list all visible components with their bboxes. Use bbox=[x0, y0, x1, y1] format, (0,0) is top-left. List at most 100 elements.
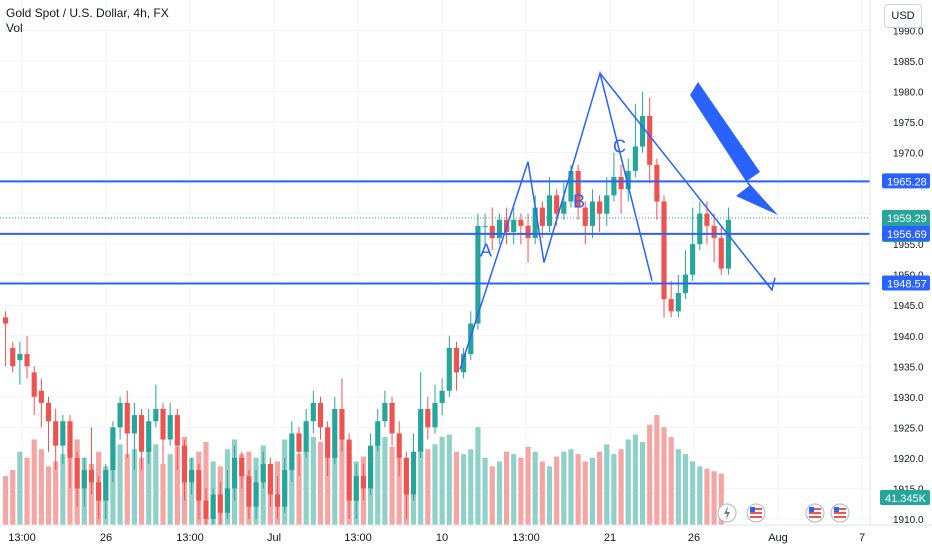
candle-body bbox=[332, 409, 338, 458]
flag-stripe bbox=[809, 508, 821, 510]
chart-legend: Gold Spot / U.S. Dollar, 4h, FX Vol bbox=[6, 6, 169, 36]
flag-stripe bbox=[834, 512, 846, 514]
candle-body bbox=[253, 482, 259, 507]
candle-body bbox=[203, 500, 209, 519]
time-axis bbox=[0, 525, 932, 550]
volume-bar bbox=[589, 457, 596, 525]
candle-body bbox=[138, 415, 145, 452]
volume-bar bbox=[296, 454, 302, 525]
y-tick-label: 1935.0 bbox=[893, 362, 924, 373]
volume-bar bbox=[554, 456, 560, 525]
candle-body bbox=[410, 451, 417, 495]
volume-bar bbox=[167, 454, 173, 525]
symbol-title: Gold Spot / U.S. Dollar, 4h, FX bbox=[6, 6, 169, 20]
volume-bar bbox=[525, 446, 531, 525]
candle-body bbox=[482, 225, 488, 227]
volume-bar bbox=[575, 454, 581, 525]
candle-body bbox=[224, 488, 231, 513]
projection-line bbox=[599, 72, 773, 291]
candle-body bbox=[575, 170, 581, 208]
y-tick-label: 1930.0 bbox=[893, 393, 924, 404]
volume-bar bbox=[461, 454, 467, 525]
price-label-1948-57 bbox=[882, 275, 930, 291]
candle-body bbox=[697, 213, 703, 245]
candle-body bbox=[17, 354, 23, 361]
candle-body bbox=[303, 421, 309, 452]
volume-bar bbox=[45, 466, 52, 525]
volume-bar bbox=[289, 449, 295, 525]
candle-body bbox=[217, 494, 223, 513]
x-tick-label: 10 bbox=[436, 532, 448, 544]
candle-body bbox=[174, 415, 180, 446]
candle-body bbox=[382, 402, 388, 422]
x-tick-label: Aug bbox=[768, 532, 788, 544]
candle-body bbox=[232, 457, 238, 489]
candle-body bbox=[38, 390, 44, 403]
volume-bar bbox=[568, 449, 574, 525]
candle-body bbox=[532, 207, 538, 239]
candle-body bbox=[103, 470, 109, 501]
candle-body bbox=[353, 476, 359, 501]
volume-bar bbox=[3, 476, 9, 525]
candle-body bbox=[568, 170, 574, 202]
y-tick-label: 1915.0 bbox=[893, 484, 924, 495]
candle-body bbox=[432, 402, 438, 428]
candle-body bbox=[525, 225, 531, 239]
volume-bar bbox=[138, 457, 145, 525]
flag-stripe bbox=[750, 512, 762, 514]
candle-body bbox=[647, 115, 653, 165]
candle-body bbox=[110, 427, 116, 471]
volume-bar bbox=[632, 434, 638, 525]
flag-canton bbox=[834, 507, 839, 512]
candle-body bbox=[368, 445, 374, 489]
volume-bar bbox=[375, 441, 381, 525]
volume-bar bbox=[625, 439, 631, 525]
candle-body bbox=[604, 195, 610, 214]
candle-body bbox=[267, 463, 273, 495]
volume-bar bbox=[239, 454, 245, 525]
volume-bar bbox=[546, 466, 553, 525]
volume-bar bbox=[690, 461, 696, 525]
volume-bar bbox=[489, 466, 495, 525]
candle-body bbox=[425, 409, 431, 428]
currency-button[interactable]: USD bbox=[884, 4, 922, 28]
abc-pattern-line bbox=[459, 70, 653, 370]
candle-body bbox=[375, 421, 381, 446]
candle-body bbox=[475, 225, 481, 324]
candle-body bbox=[310, 402, 316, 422]
candle-body bbox=[31, 372, 37, 397]
candle-body bbox=[675, 293, 681, 312]
trend-arrow-icon bbox=[690, 82, 778, 215]
candle-body bbox=[561, 201, 567, 214]
candle-body bbox=[189, 470, 195, 483]
volume-bar bbox=[131, 449, 137, 525]
candle-body bbox=[167, 415, 173, 440]
candle-body bbox=[618, 177, 624, 190]
candle-body bbox=[45, 402, 52, 422]
volume-bar bbox=[389, 446, 395, 525]
candle-body bbox=[597, 201, 603, 214]
volume-bar bbox=[124, 454, 130, 525]
candle-body bbox=[496, 219, 502, 239]
candle-body bbox=[582, 207, 588, 226]
candle-body bbox=[403, 457, 409, 495]
candle-body bbox=[67, 421, 73, 458]
candle-body bbox=[489, 225, 495, 239]
x-tick-label: 13:00 bbox=[176, 532, 204, 544]
volume-bar bbox=[317, 441, 324, 525]
volume-bar bbox=[503, 451, 510, 525]
volume-bar bbox=[446, 434, 452, 525]
y-tick-label: 1910.0 bbox=[893, 515, 924, 526]
volume-bar bbox=[697, 466, 703, 525]
candle-body bbox=[53, 421, 59, 446]
candle-body bbox=[711, 225, 717, 239]
candle-body bbox=[518, 219, 524, 226]
candle-body bbox=[546, 195, 553, 226]
candle-body bbox=[131, 415, 137, 434]
price-label-text: 1965.28 bbox=[887, 176, 927, 188]
candle-body bbox=[360, 476, 366, 489]
x-tick-label: 13:00 bbox=[8, 532, 36, 544]
price-label-1956-69 bbox=[882, 225, 930, 241]
